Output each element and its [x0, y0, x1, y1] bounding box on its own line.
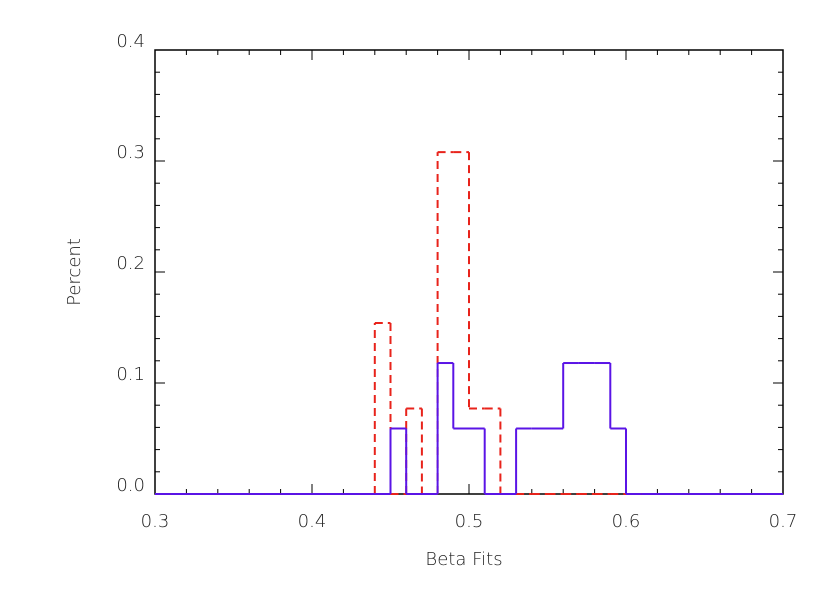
y-axis-label: Percent — [64, 238, 85, 306]
x-axis-label: Beta Fits — [425, 549, 502, 570]
x-tick-label: 0.7 — [769, 511, 798, 532]
y-tick-label: 0.1 — [116, 364, 145, 385]
x-tick-label: 0.5 — [455, 511, 484, 532]
x-tick-label: 0.3 — [141, 511, 170, 532]
y-tick-label: 0.4 — [116, 31, 145, 52]
y-tick-label: 0.0 — [116, 475, 145, 496]
y-tick-label: 0.3 — [116, 142, 145, 163]
x-tick-label: 0.6 — [612, 511, 641, 532]
y-tick-label: 0.2 — [116, 253, 145, 274]
x-tick-label: 0.4 — [298, 511, 327, 532]
